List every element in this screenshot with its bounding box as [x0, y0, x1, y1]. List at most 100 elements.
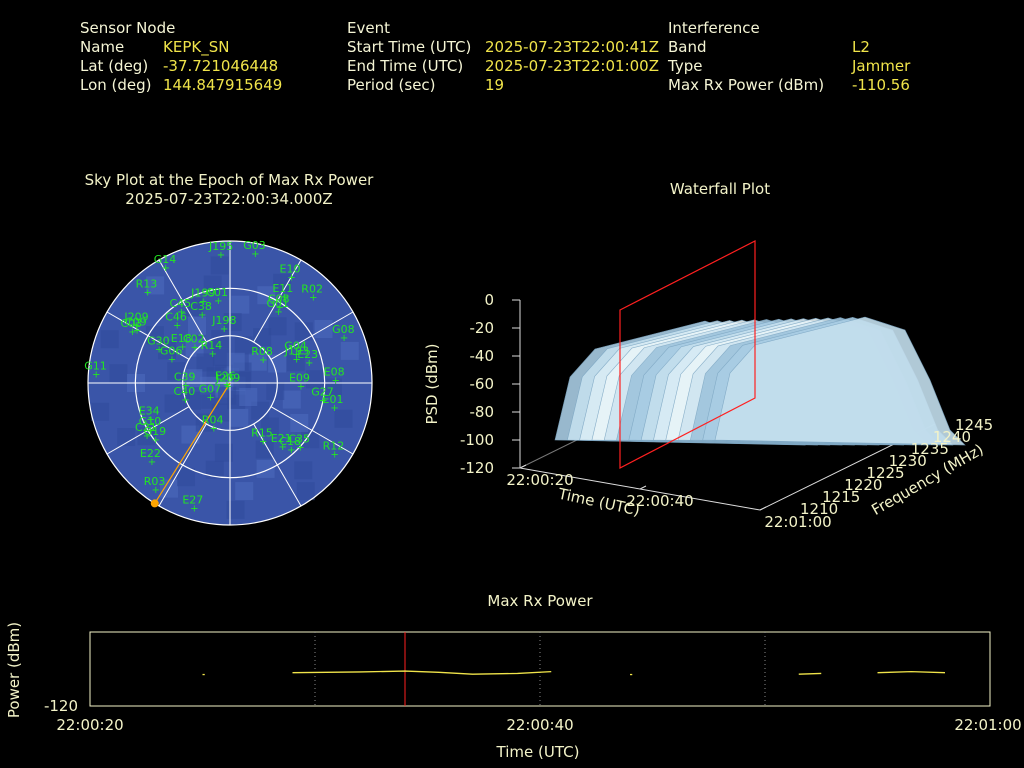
- sensor-lat-value: -37.721046448: [163, 57, 279, 75]
- satellite-marker: +: [287, 272, 295, 283]
- satellite-marker: +: [214, 296, 222, 307]
- sensor-name-value: KEPK_SN: [163, 38, 230, 56]
- satellite-marker: +: [276, 302, 284, 313]
- satellite-marker: +: [181, 395, 189, 406]
- satellite-label: R04: [202, 413, 224, 426]
- satellite-label: G06: [160, 344, 183, 357]
- satellite-marker: +: [210, 423, 218, 434]
- maxpower-body: 22:00:20 22:00:40 22:01:00 -120 Time (UTC) Po…: [5, 622, 1022, 761]
- satellite-marker: +: [224, 381, 232, 392]
- azimuth-spoke: [270, 311, 354, 360]
- sky-plot-title: Sky Plot at the Epoch of Max Rx Power: [84, 171, 374, 189]
- satellite-label: R13: [136, 278, 158, 291]
- sky-shade-tile: [230, 408, 249, 427]
- psd-surface-strip: [714, 316, 966, 446]
- sky-shade-tile: [253, 328, 272, 347]
- satellite-marker: +: [280, 292, 288, 303]
- satellite-marker: +: [331, 375, 339, 386]
- satellite-marker: +: [190, 503, 198, 514]
- sky-shade-tile: [196, 353, 215, 372]
- sky-shade-tile: [334, 409, 353, 428]
- time-tick-label: 22:00:20: [506, 471, 573, 489]
- sensor-lon-label: Lon (deg): [80, 76, 152, 94]
- satellite-label: G01: [267, 297, 290, 310]
- satellite-marker: +: [152, 485, 160, 496]
- satellite-label: J195: [208, 240, 233, 253]
- maxpower-x-tick-label: 22:00:40: [506, 716, 573, 734]
- max-epoch-plane: [619, 240, 756, 469]
- psd-tick-label: -100: [460, 431, 494, 449]
- satellite-label: C45: [169, 297, 191, 310]
- psd-tick-label: -40: [470, 347, 495, 365]
- sky-shade-tile: [260, 417, 279, 436]
- sky-shade-tile: [146, 276, 165, 295]
- sky-plot-body: +J195+G03+G14+E10+R13+E11+R02+C08+G01+J1…: [84, 239, 373, 526]
- satellite-marker: +: [259, 355, 267, 366]
- satellite-marker: +: [168, 354, 176, 365]
- satellite-label: R02: [301, 283, 323, 296]
- sky-shade-tile: [268, 317, 287, 336]
- satellite-label: C02: [183, 333, 205, 346]
- satellite-marker: +: [330, 450, 338, 461]
- sky-shade-tile: [100, 330, 119, 349]
- sky-plot-subtitle: 2025-07-23T22:00:34.000Z: [125, 190, 333, 208]
- satellite-label: E26: [215, 370, 236, 383]
- satellite-marker: +: [297, 381, 305, 392]
- interference-heading: Interference: [668, 19, 760, 37]
- satellite-label: E34: [139, 404, 160, 417]
- event-start-value: 2025-07-23T22:00:41Z: [485, 38, 659, 56]
- sky-shade-tile: [248, 352, 267, 371]
- satellite-marker: +: [259, 436, 267, 447]
- sky-shade-tile: [117, 428, 136, 447]
- satellite-label: R08: [251, 345, 273, 358]
- satellite-label: J209: [215, 371, 240, 384]
- satellite-label: J193: [284, 345, 309, 358]
- satellite-marker: +: [179, 342, 187, 353]
- maxpower-series: [877, 670, 946, 674]
- satellite-label: E23: [297, 348, 318, 361]
- maxpower-x-axis-label: Time (UTC): [496, 743, 580, 761]
- satellite-marker: +: [147, 414, 155, 425]
- satellite-marker: +: [177, 307, 185, 318]
- frequency-tick-label: 1225: [866, 464, 904, 482]
- satellite-marker: +: [217, 250, 225, 261]
- satellite-label: E18: [171, 332, 192, 345]
- azimuth-spoke: [106, 311, 190, 360]
- interference-source-marker: [150, 499, 159, 508]
- satellite-marker: +: [309, 293, 317, 304]
- satellite-marker: +: [293, 355, 301, 366]
- azimuth-spoke: [158, 259, 207, 343]
- sky-shade-tile: [158, 341, 177, 360]
- psd-tick-label: -60: [470, 375, 495, 393]
- satellite-label: E08: [324, 365, 345, 378]
- satellite-label: C18: [279, 435, 301, 448]
- satellite-label: C09: [125, 315, 147, 328]
- satellite-marker: +: [151, 435, 159, 446]
- sky-shade-tile: [239, 388, 258, 407]
- satellite-marker: +: [128, 327, 136, 338]
- azimuth-spoke: [106, 406, 190, 455]
- sky-shade-tile: [210, 256, 229, 275]
- satellite-marker: +: [287, 445, 295, 456]
- sky-shade-tile: [305, 370, 324, 389]
- satellite-label: G27: [311, 385, 334, 398]
- satellite-label: E01: [323, 393, 344, 406]
- satellite-label: C38: [190, 300, 212, 313]
- satellite-marker: +: [162, 263, 170, 274]
- time-tick: [759, 506, 767, 511]
- satellite-label: C40: [174, 385, 196, 398]
- satellite-marker: +: [191, 343, 199, 354]
- event-heading: Event: [347, 19, 390, 37]
- frequency-tick-label: 1215: [822, 488, 860, 506]
- satellite-label: E11: [272, 282, 293, 295]
- satellite-label: G14: [154, 253, 177, 266]
- satellite-marker: +: [206, 393, 214, 404]
- sky-shade-tile: [235, 482, 254, 501]
- interference-direction-line: [154, 382, 231, 504]
- sensor-lat-label: Lat (deg): [80, 57, 149, 75]
- satellite-label: R14: [201, 339, 223, 352]
- satellite-marker: +: [279, 442, 287, 453]
- time-tick: [519, 464, 527, 469]
- interference-type-label: Type: [668, 57, 703, 75]
